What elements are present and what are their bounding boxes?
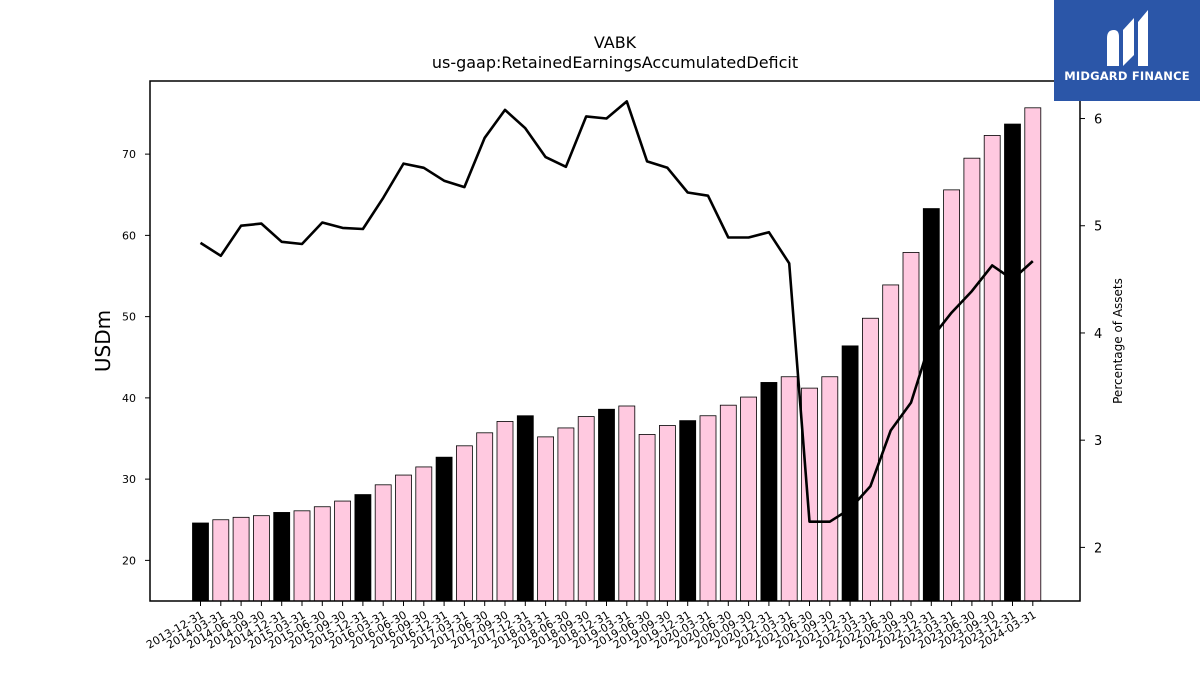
y-tick-label: 70 <box>122 148 136 161</box>
bar <box>780 376 798 602</box>
bar <box>821 376 839 602</box>
bar <box>395 474 412 602</box>
y2-tick-label: 2 <box>1094 541 1102 556</box>
bar <box>354 494 372 602</box>
logo-text: MIDGARD FINANCE <box>1064 69 1190 83</box>
plot-frame <box>149 80 1081 602</box>
y-axis-label: USDm <box>91 310 115 372</box>
bar <box>537 436 554 602</box>
left-axis: 20 30 40 50 60 70 <box>122 148 150 567</box>
bar <box>740 396 757 602</box>
bar <box>801 387 818 602</box>
midgard-finance-logo: MIDGARD FINANCE <box>1054 0 1200 101</box>
bar <box>598 408 615 602</box>
bar <box>862 317 879 602</box>
bar <box>577 416 595 602</box>
y2-axis-label: Percentage of Assets <box>1111 278 1125 404</box>
bar <box>516 415 534 602</box>
bar <box>496 421 514 602</box>
x-axis: 2013-12-312014-03-312014-06-302014-09-30… <box>144 601 1038 652</box>
y-tick-label: 30 <box>122 473 136 486</box>
y2-tick-label: 3 <box>1094 434 1102 449</box>
bar <box>273 512 291 602</box>
bar <box>659 425 676 602</box>
bar <box>943 189 960 602</box>
bar <box>435 456 453 602</box>
bar <box>841 345 859 602</box>
line-series-path <box>199 100 1034 524</box>
y-tick-label: 20 <box>122 554 136 567</box>
bar <box>983 135 1001 602</box>
bar <box>374 484 392 602</box>
y-tick-label: 40 <box>122 392 136 405</box>
bar-series <box>192 107 1042 602</box>
bar <box>679 420 697 602</box>
right-axis: 2 3 4 5 6 <box>1080 113 1102 556</box>
bar <box>638 434 656 602</box>
bar <box>1024 107 1042 602</box>
y2-tick-label: 6 <box>1094 113 1102 128</box>
bar <box>699 415 717 602</box>
bar <box>192 522 209 602</box>
bar <box>557 427 575 602</box>
line-series <box>199 100 1034 524</box>
bar <box>618 405 636 602</box>
y2-tick-label: 5 <box>1094 220 1102 235</box>
chart-subtitle: us-gaap:RetainedEarningsAccumulatedDefic… <box>432 53 798 72</box>
bar <box>719 404 737 602</box>
y2-tick-label: 4 <box>1094 327 1102 342</box>
bar <box>760 382 778 602</box>
midgard-m-logo-icon <box>1107 10 1148 66</box>
bar <box>313 506 331 602</box>
bar <box>232 516 250 602</box>
bar <box>1004 123 1021 602</box>
bar <box>922 208 940 602</box>
chart-title: VABK <box>594 33 637 52</box>
bar <box>334 500 352 602</box>
bar <box>902 252 920 602</box>
bar <box>963 157 981 602</box>
bar <box>455 445 473 602</box>
bar <box>415 466 433 602</box>
bar <box>293 510 311 602</box>
bar <box>476 432 494 602</box>
bar <box>212 519 230 602</box>
bar <box>252 515 270 602</box>
y-tick-label: 60 <box>122 229 136 242</box>
y-tick-label: 50 <box>122 311 136 324</box>
